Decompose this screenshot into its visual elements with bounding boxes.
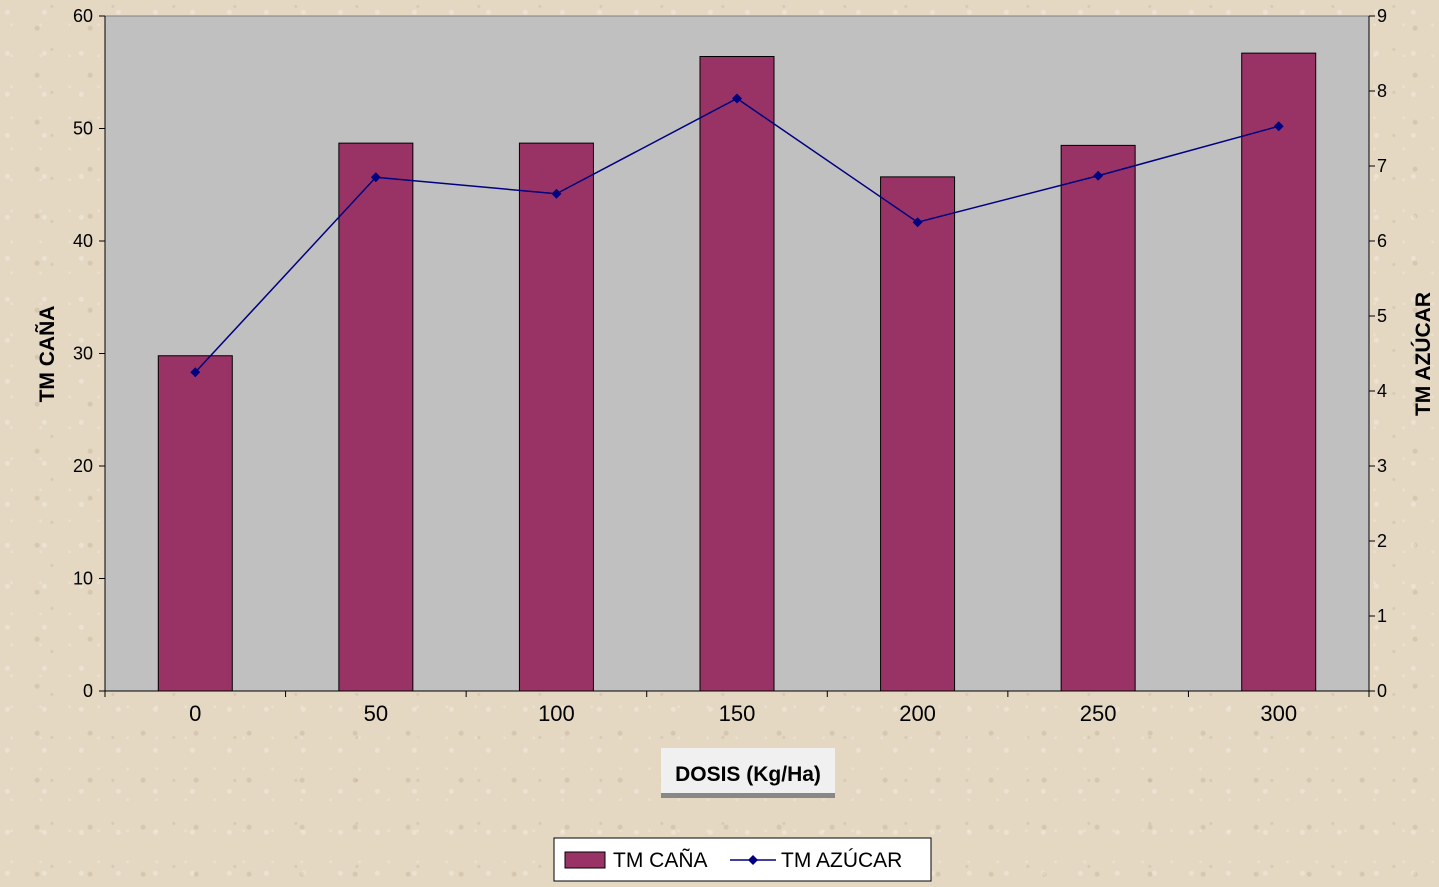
point-tm-azucar-0 (190, 367, 201, 378)
x-axis-title-shadow (661, 793, 835, 798)
bar-300 (1241, 52, 1317, 692)
point-tm-azucar-200 (912, 217, 923, 228)
point-tm-azucar-250 (1093, 170, 1104, 181)
y-tick-label: 0 (83, 681, 93, 701)
x-tick-label: 150 (719, 701, 756, 726)
y2-tick-label: 0 (1377, 681, 1387, 701)
y2-tick-label: 8 (1377, 81, 1387, 101)
x-axis-title-box (661, 748, 835, 798)
bar-200 (880, 176, 956, 692)
y2-tick-label: 3 (1377, 456, 1387, 476)
y2-tick-label: 4 (1377, 381, 1387, 401)
y2-tick-label: 7 (1377, 156, 1387, 176)
point-tm-azucar-50 (370, 172, 381, 183)
y-axis-title: TM CAÑA (36, 306, 59, 403)
bar-50 (338, 142, 414, 692)
y-tick-label: 30 (73, 344, 93, 364)
y-tick-label: 10 (73, 569, 93, 589)
x-tick-label: 250 (1080, 701, 1117, 726)
point-tm-azucar-150 (732, 93, 742, 104)
legend-swatch-marker (748, 855, 758, 865)
y2-tick-label: 5 (1377, 306, 1387, 326)
bar-100 (518, 142, 594, 692)
y2-tick-label: 1 (1377, 606, 1387, 626)
y2-tick-label: 2 (1377, 531, 1387, 551)
y-tick-label: 50 (73, 119, 93, 139)
x-tick-label: 100 (538, 701, 575, 726)
y2-tick-label: 9 (1377, 6, 1387, 26)
legend: TM CAÑA TM AZÚCAR (553, 837, 932, 882)
x-tick-label: 0 (189, 701, 201, 726)
x-axis-title: DOSIS (Kg/Ha) (675, 763, 821, 786)
legend-label-cana: TM CAÑA (613, 848, 708, 872)
bars-group (157, 52, 1317, 692)
y-tick-label: 40 (73, 231, 93, 251)
point-tm-azucar-300 (1273, 121, 1284, 132)
legend-swatch-bar (564, 851, 606, 869)
y2-tick-label: 6 (1377, 231, 1387, 251)
bar-150 (699, 56, 775, 692)
bar-0 (157, 355, 233, 692)
x-tick-label: 300 (1260, 701, 1297, 726)
y-tick-label: 20 (73, 456, 93, 476)
x-tick-label: 200 (899, 701, 936, 726)
bar-250 (1060, 144, 1136, 692)
y2-axis-title: TM AZÚCAR (1411, 292, 1435, 416)
y-tick-label: 60 (73, 6, 93, 26)
x-tick-label: 50 (364, 701, 388, 726)
point-tm-azucar-100 (551, 188, 562, 199)
legend-label-azucar: TM AZÚCAR (781, 849, 902, 872)
line-series-group (190, 93, 1284, 378)
axes-group: 0 10 20 30 40 50 60 0 1 2 3 4 5 6 7 8 9 0 50 100 150 200 250 30… (73, 6, 1387, 726)
